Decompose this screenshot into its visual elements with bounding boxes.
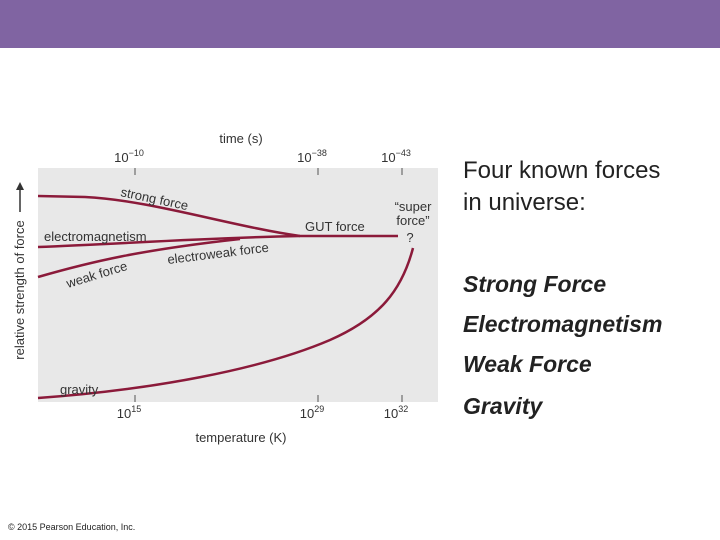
label: “super — [395, 199, 433, 214]
em-curve — [37, 234, 301, 249]
strength-axis-label: relative strength of force — [12, 220, 27, 359]
text-block: Four known forces in universe: Strong Fo… — [463, 157, 662, 419]
tick-label: 10−10 — [114, 148, 144, 165]
strong-curve — [37, 194, 398, 238]
tick-base: 10 — [114, 150, 128, 165]
temperature-axis-label: temperature (K) — [195, 430, 286, 445]
tick-base: 10 — [384, 406, 398, 421]
tick-base: 10 — [300, 406, 314, 421]
label: electromagnetism — [44, 229, 147, 244]
header-bar — [0, 0, 720, 48]
tick-label: 1029 — [300, 404, 324, 421]
tick-exponent: 32 — [398, 404, 408, 414]
plot-area — [38, 168, 438, 402]
tick-label: 10−38 — [297, 148, 327, 165]
force-item: Electromagnetism — [463, 311, 662, 337]
label: GUT force — [305, 219, 365, 234]
tick-marks — [134, 168, 403, 402]
tick-exponent: −38 — [312, 148, 327, 158]
strength-axis: relative strength of force — [12, 182, 27, 360]
arrowhead — [16, 182, 24, 190]
tick-exponent: 15 — [131, 404, 141, 414]
tick-base: 10 — [381, 150, 395, 165]
intro-line: in universe: — [463, 189, 586, 216]
time-axis-label: time (s) — [219, 131, 262, 146]
weak-curve — [37, 237, 241, 279]
label: force” — [396, 213, 429, 228]
tick-exponent: 29 — [314, 404, 324, 414]
tick-label: 1015 — [117, 404, 141, 421]
tick-exponent: −43 — [396, 148, 411, 158]
tick-label: 10−43 — [381, 148, 411, 165]
force-curves — [37, 194, 415, 400]
tick-exponent: −10 — [129, 148, 144, 158]
tick-label: 1032 — [384, 404, 408, 421]
gravity-curve — [37, 247, 415, 400]
diagram: time (s) temperature (K) relative streng… — [12, 131, 438, 445]
label: ? — [406, 230, 413, 245]
force-item: Weak Force — [463, 351, 592, 377]
footer: © 2015 Pearson Education, Inc. — [8, 522, 135, 532]
tick-base: 10 — [297, 150, 311, 165]
force-item: Gravity — [463, 393, 543, 419]
force-item: Strong Force — [463, 271, 606, 297]
intro-line: Four known forces — [463, 157, 660, 184]
label: gravity — [60, 382, 99, 397]
tick-base: 10 — [117, 406, 131, 421]
